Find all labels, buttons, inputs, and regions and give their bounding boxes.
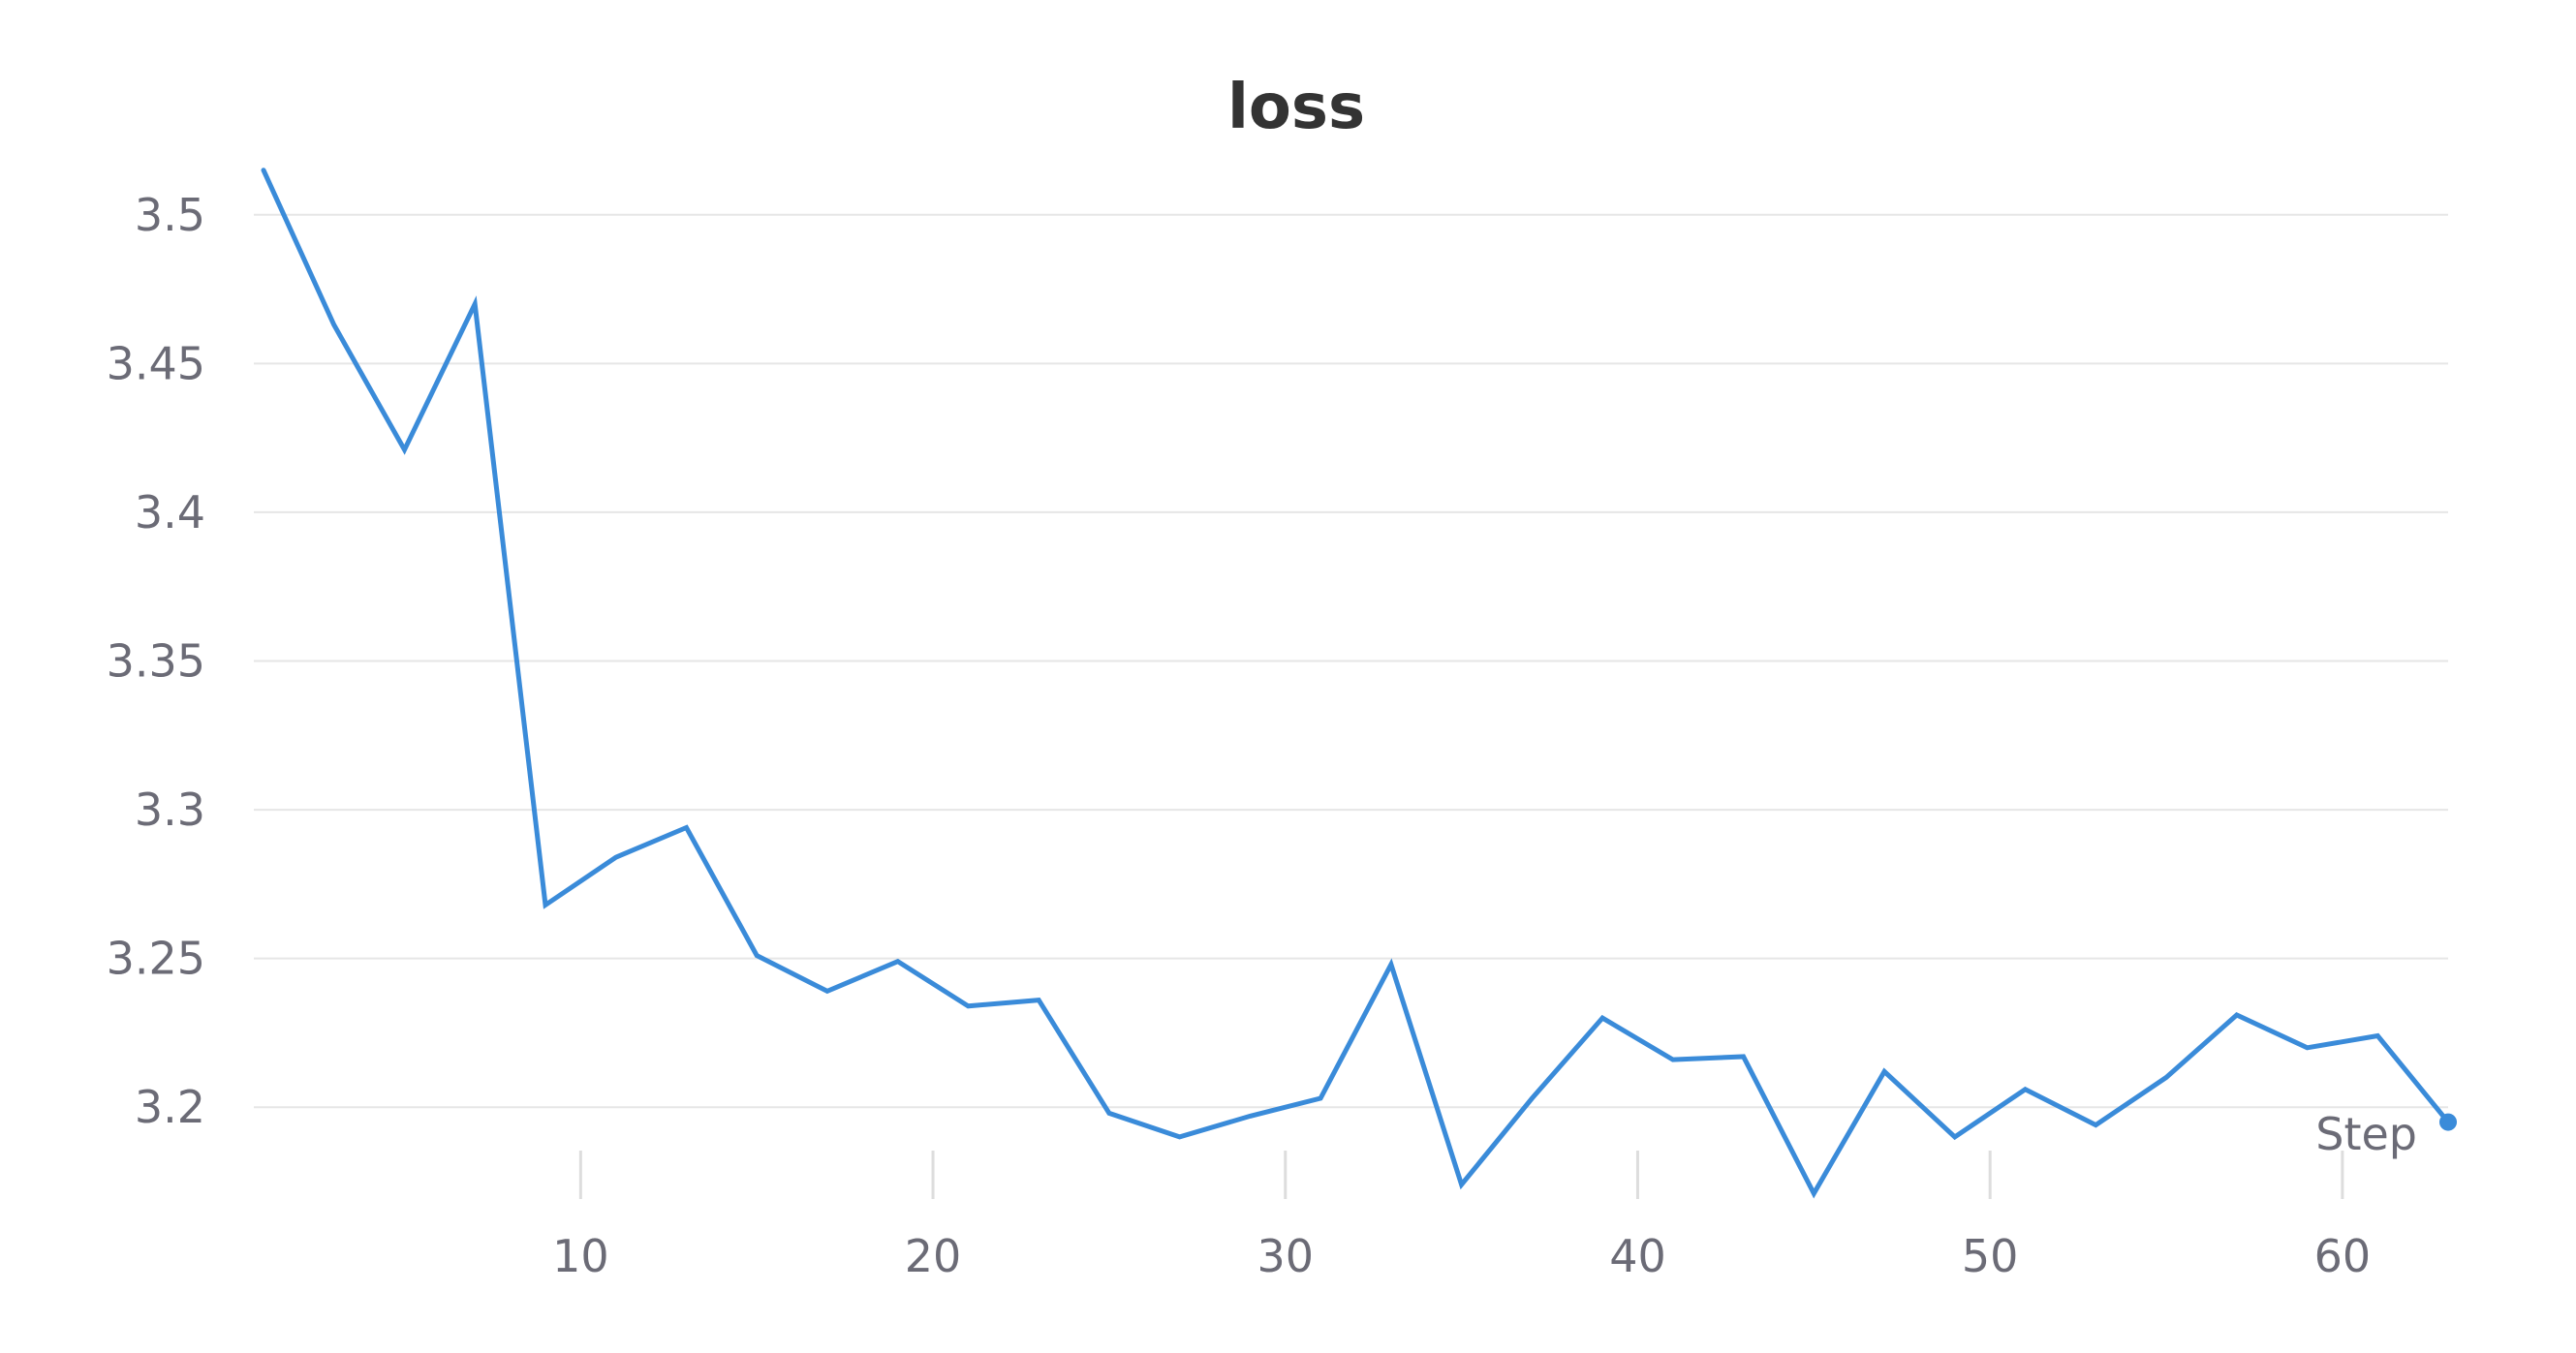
y-axis-ticks: 3.2 3.25 3.3 3.35 3.4 3.45 3.5 (107, 189, 205, 1133)
last-point-marker (2439, 1113, 2457, 1131)
data-point (823, 987, 831, 995)
x-tick-label: 60 (2314, 1230, 2372, 1282)
data-point (1035, 997, 1042, 1004)
data-point (1246, 1112, 1254, 1120)
x-axis-label: Step (2315, 1108, 2417, 1160)
data-point (2162, 1074, 2170, 1082)
data-point (1951, 1133, 1959, 1141)
data-point (1528, 1094, 1536, 1102)
data-point (1176, 1133, 1184, 1141)
x-tick-label: 50 (1962, 1230, 2019, 1282)
y-tick-label: 3.35 (107, 635, 205, 688)
series-layer (260, 167, 2457, 1199)
data-point (1669, 1056, 1677, 1063)
x-tick-label: 10 (552, 1230, 609, 1282)
chart-title: loss (1227, 72, 1365, 143)
data-point (682, 824, 690, 832)
x-tick-label: 40 (1609, 1230, 1666, 1282)
y-tick-label: 3.25 (107, 933, 205, 985)
grid-lines (254, 213, 2448, 1109)
data-point (1598, 1014, 1606, 1022)
x-axis-ticks: 10 20 30 40 50 60 (552, 1151, 2371, 1282)
data-point (2233, 1011, 2241, 1019)
data-point (964, 1002, 972, 1010)
y-tick-label: 3.2 (135, 1081, 205, 1133)
data-point (2092, 1122, 2099, 1129)
data-point (894, 958, 902, 966)
data-point (471, 300, 479, 308)
data-point (2374, 1032, 2381, 1040)
data-point (1387, 961, 1395, 969)
data-point (2304, 1044, 2312, 1052)
data-point (2022, 1086, 2030, 1093)
data-point (1810, 1189, 1817, 1197)
y-tick-label: 3.5 (135, 189, 205, 241)
data-point (1880, 1067, 1888, 1075)
x-tick-label: 20 (905, 1230, 962, 1282)
data-point (260, 167, 267, 174)
loss-series-line (261, 168, 2451, 1199)
data-point (1458, 1181, 1466, 1188)
y-tick-label: 3.3 (135, 784, 205, 836)
y-tick-label: 3.4 (135, 486, 205, 538)
data-point (400, 446, 408, 453)
data-point (612, 853, 620, 861)
data-point (753, 952, 760, 960)
data-point (1740, 1053, 1748, 1061)
data-point (330, 321, 338, 328)
x-tick-label: 30 (1257, 1230, 1314, 1282)
data-point (1105, 1109, 1113, 1117)
y-tick-label: 3.45 (107, 337, 205, 389)
data-point (1317, 1094, 1324, 1102)
data-point (542, 901, 549, 908)
